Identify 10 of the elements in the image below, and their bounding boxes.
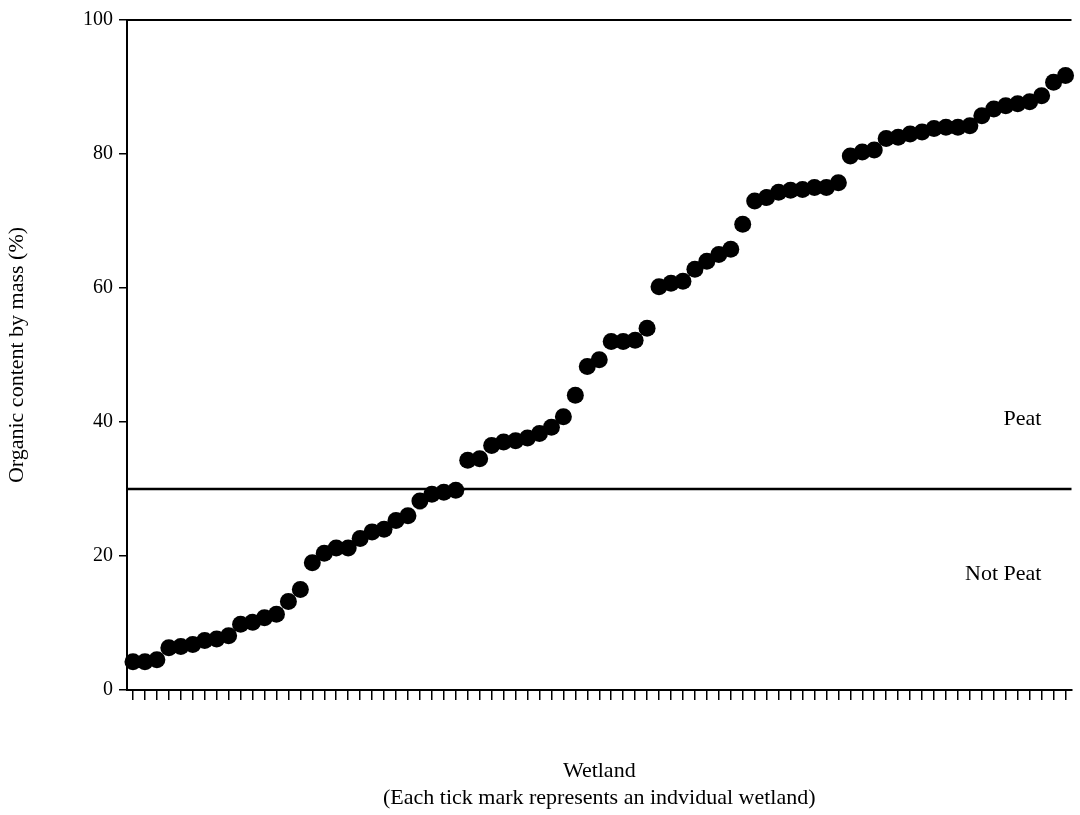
annotation: Peat	[1003, 404, 1042, 430]
y-tick-label: 60	[93, 275, 113, 298]
x-axis-title: Wetland (Each tick mark represents an indvidual wetland)	[382, 757, 816, 809]
y-tick-label: 80	[93, 141, 113, 164]
y-tick-label: 20	[93, 543, 113, 566]
annotation: Not Peat	[965, 559, 1042, 585]
y-axis-title: Organic content by mass (%)	[2, 226, 28, 484]
y-tick-label: 40	[93, 409, 113, 432]
y-tick-label: 0	[103, 677, 113, 700]
y-tick-label: 100	[83, 7, 113, 30]
